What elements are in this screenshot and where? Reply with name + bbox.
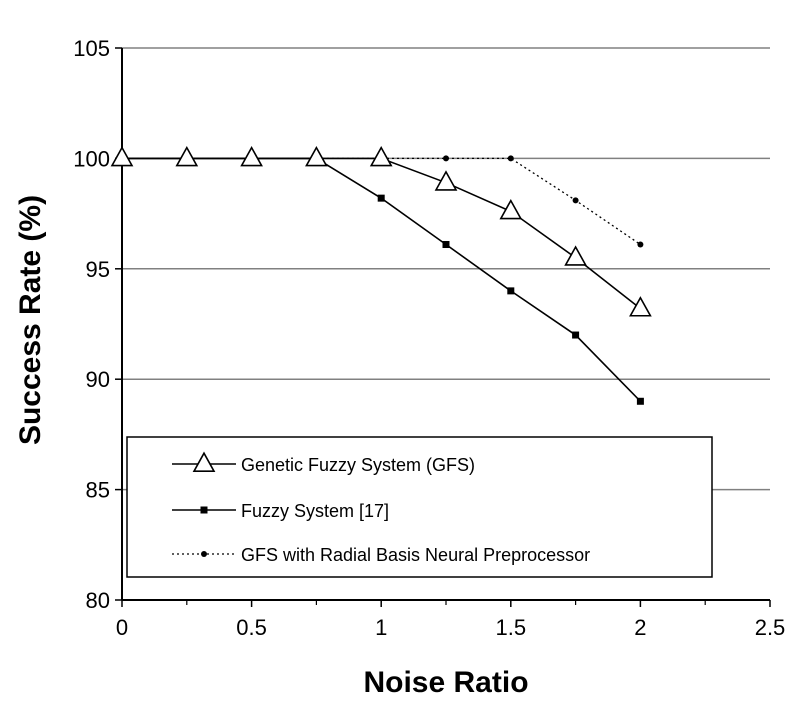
legend-label: GFS with Radial Basis Neural Preprocesso… (241, 545, 590, 565)
square-marker (507, 287, 515, 295)
legend-item: GFS with Radial Basis Neural Preprocesso… (172, 545, 590, 565)
triangle-marker (175, 145, 199, 167)
circle-marker (572, 197, 579, 204)
legend: Genetic Fuzzy System (GFS) Fuzzy System [… (126, 436, 713, 578)
series (110, 145, 652, 405)
triangle-marker (629, 296, 652, 317)
triangle-marker (240, 145, 263, 167)
series-2 (118, 154, 644, 405)
x-tick-label: 2.5 (755, 615, 786, 640)
circle-marker (637, 241, 644, 248)
y-tick-label: 90 (86, 367, 110, 392)
y-tick-label: 80 (86, 588, 110, 613)
y-tick-label: 100 (73, 146, 110, 171)
triangle-marker (434, 170, 458, 191)
x-tick-label: 2 (634, 615, 646, 640)
square-marker (377, 194, 385, 202)
triangle-marker (564, 245, 587, 266)
x-tick-label: 0 (116, 615, 128, 640)
circle-marker (443, 155, 449, 162)
series-line (122, 157, 641, 310)
triangle-marker (369, 145, 393, 167)
x-tick-label: 1.5 (496, 615, 527, 640)
y-tick-label: 85 (86, 478, 110, 503)
square-marker (636, 397, 644, 405)
square-marker (442, 241, 450, 249)
triangle-marker (499, 198, 523, 220)
y-tick-label: 95 (86, 257, 110, 282)
triangle-marker (110, 145, 134, 167)
tick-labels: 80 85 90 95 100 105 0 0.5 1 1.5 2 2.5 (73, 36, 785, 640)
square-marker (572, 331, 580, 339)
legend-item: Fuzzy System [17] (172, 501, 389, 521)
square-marker (200, 506, 208, 514)
gridlines (122, 47, 770, 491)
triangle-marker (305, 145, 328, 167)
legend-item: Genetic Fuzzy System (GFS) (172, 451, 475, 475)
circle-marker (201, 551, 207, 557)
y-tick-label: 105 (73, 36, 110, 61)
triangle-marker (192, 451, 216, 473)
x-tick-label: 1 (375, 615, 387, 640)
y-axis-title: Success Rate (%) (14, 195, 47, 445)
x-axis-title: Noise Ratio (363, 666, 528, 699)
circle-marker (507, 155, 514, 162)
legend-label: Genetic Fuzzy System (GFS) (241, 455, 475, 475)
series-1 (110, 145, 652, 317)
legend-box (126, 436, 713, 578)
legend-label: Fuzzy System [17] (241, 501, 389, 521)
x-tick-label: 0.5 (236, 615, 267, 640)
